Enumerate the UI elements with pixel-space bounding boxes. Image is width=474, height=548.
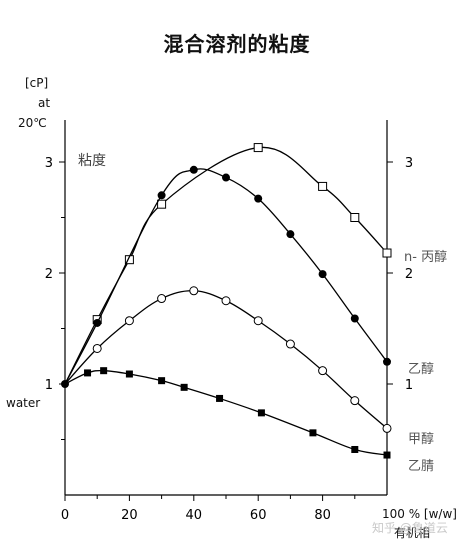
y-unit-label-2: at: [38, 96, 50, 110]
data-point-s1: [254, 195, 262, 203]
data-point-s2: [125, 317, 133, 325]
data-point-s1: [93, 319, 101, 327]
series-label-propanol: n- 丙醇: [404, 246, 447, 265]
data-point-s3: [126, 371, 133, 378]
x-tick-label: 0: [61, 508, 69, 523]
data-point-s2: [383, 424, 391, 432]
x-tick-label: 60: [250, 508, 267, 523]
data-point-s3: [309, 429, 316, 436]
y-tick-label-right: 1: [405, 378, 413, 393]
data-point-s2: [222, 297, 230, 305]
series-line-1: [65, 169, 387, 384]
y-tick-label-right: 3: [405, 156, 413, 171]
data-point-s0: [351, 214, 359, 222]
series-line-0: [65, 147, 387, 384]
y-unit-label-3: 20℃: [18, 116, 47, 130]
y-tick-label-left: 1: [45, 378, 53, 393]
x-tick-label: 40: [186, 508, 203, 523]
data-point-s0: [383, 249, 391, 257]
data-point-s3: [100, 367, 107, 374]
data-point-s1: [351, 315, 359, 323]
data-point-s2: [319, 367, 327, 375]
y-unit-label-1: [cP]: [25, 76, 48, 90]
data-point-s1: [286, 230, 294, 238]
x-tick-label: 20: [121, 508, 138, 523]
y-tick-label-left: 2: [45, 267, 53, 282]
data-point-s0: [158, 200, 166, 208]
data-point-s2: [158, 295, 166, 303]
data-point-s3: [216, 395, 223, 402]
watermark: 知乎 @鲁道云: [372, 519, 448, 536]
data-point-s2: [254, 317, 262, 325]
y-tick-label-right: 2: [405, 267, 413, 282]
water-label: water: [6, 396, 40, 410]
data-point-s2: [351, 397, 359, 405]
data-point-s3: [351, 446, 358, 453]
data-point-s0: [254, 144, 262, 152]
data-point-s3: [84, 369, 91, 376]
series-label-ethanol: 乙醇: [408, 358, 434, 377]
origin-point: [61, 380, 69, 388]
series-label-acetonitrile: 乙腈: [408, 455, 434, 474]
data-point-s1: [222, 174, 230, 182]
y-tick-label-left: 3: [45, 156, 53, 171]
data-point-s1: [383, 358, 391, 366]
data-point-s2: [286, 340, 294, 348]
series-line-3: [65, 371, 387, 455]
series-label-methanol: 甲醇: [408, 428, 434, 447]
data-point-s1: [190, 166, 198, 174]
data-point-s2: [93, 344, 101, 352]
data-point-s3: [181, 384, 188, 391]
y-inner-label: 粘度: [78, 150, 106, 170]
data-point-s1: [158, 191, 166, 199]
data-point-s3: [258, 409, 265, 416]
data-point-s1: [319, 270, 327, 278]
data-point-s3: [384, 452, 391, 459]
data-point-s3: [158, 377, 165, 384]
data-point-s0: [319, 182, 327, 190]
x-tick-label: 80: [314, 508, 331, 523]
series-line-2: [65, 291, 387, 429]
data-point-s2: [190, 287, 198, 295]
